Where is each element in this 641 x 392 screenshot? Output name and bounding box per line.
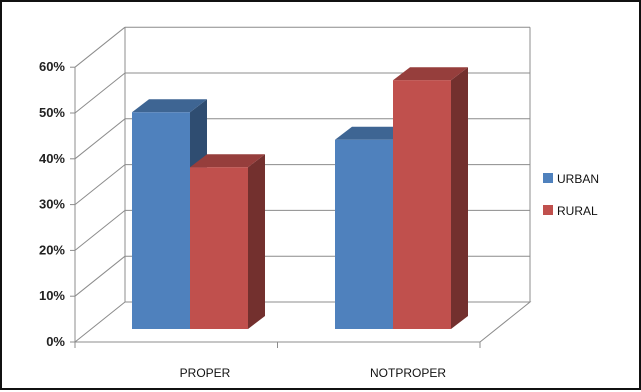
bar-top	[393, 67, 468, 81]
x-category-label: PROPER	[180, 366, 231, 380]
y-tick-label: 10%	[39, 288, 65, 303]
legend-swatch-rural	[543, 205, 553, 215]
bar-front	[335, 139, 393, 329]
x-axis-categories: PROPER NOTPROPER	[180, 366, 447, 380]
bar-front	[190, 167, 248, 329]
legend-swatch-urban	[543, 173, 553, 183]
gridline-side	[74, 164, 126, 205]
bar-side	[451, 67, 468, 329]
legend-label-urban: URBAN	[557, 172, 599, 186]
y-tick-label: 40%	[39, 151, 65, 166]
gridline-side	[74, 26, 126, 68]
y-tick-label: 50%	[39, 105, 65, 120]
bar-top	[132, 99, 207, 113]
bar-front	[132, 112, 190, 329]
y-axis-ticks: 0% 10% 20% 30% 40% 50% 60%	[39, 59, 65, 349]
y-tick-label: 0%	[46, 334, 65, 349]
bar-front	[393, 80, 451, 329]
y-tick-label: 60%	[39, 59, 65, 74]
gridline-side	[74, 118, 126, 160]
gridline-side	[74, 255, 126, 297]
legend: URBAN RURAL	[543, 172, 599, 218]
legend-label-rural: RURAL	[557, 204, 598, 218]
gridline-side	[74, 72, 126, 114]
y-tick-label: 20%	[39, 242, 65, 257]
x-category-label: NOTPROPER	[370, 366, 446, 380]
bar-side	[248, 154, 265, 329]
bar-rural-proper	[190, 154, 265, 329]
y-tick-label: 30%	[39, 197, 65, 212]
bars	[132, 67, 468, 330]
bar-top	[190, 154, 265, 168]
bar-top	[335, 126, 410, 140]
bar-rural-notproper	[393, 67, 468, 329]
gridline-side	[74, 210, 126, 251]
